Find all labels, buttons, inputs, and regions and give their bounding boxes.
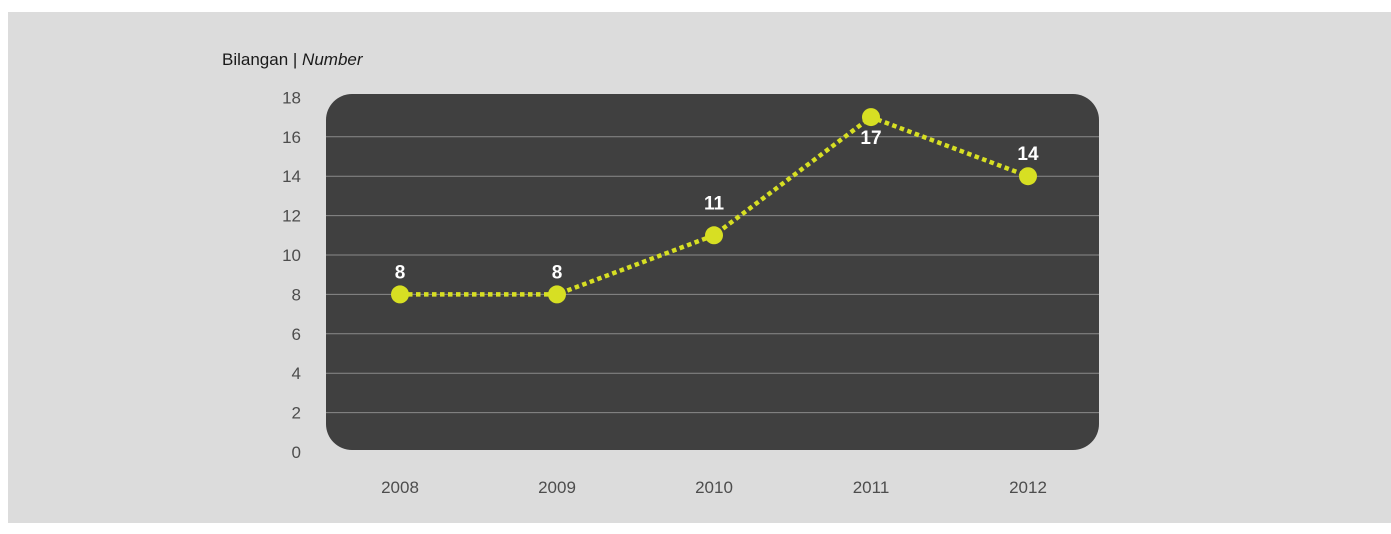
y-axis-ticks: 0 2 4 6 8 10 12 14 16 18 bbox=[282, 88, 301, 462]
data-point bbox=[705, 226, 723, 245]
y-tick-label: 4 bbox=[292, 364, 301, 383]
data-point bbox=[1019, 167, 1037, 186]
data-point bbox=[862, 108, 880, 127]
y-tick-label: 12 bbox=[282, 207, 301, 226]
y-tick-label: 6 bbox=[292, 325, 301, 344]
x-tick-label: 2011 bbox=[853, 478, 890, 497]
y-axis-label: Bilangan | Number bbox=[222, 50, 364, 69]
plot-area bbox=[326, 94, 1099, 450]
data-label: 11 bbox=[704, 193, 725, 214]
data-label: 8 bbox=[395, 262, 406, 283]
x-tick-label: 2010 bbox=[695, 478, 733, 497]
data-label: 17 bbox=[860, 128, 881, 149]
y-tick-label: 0 bbox=[292, 443, 301, 462]
data-label: 8 bbox=[552, 262, 563, 283]
x-tick-label: 2012 bbox=[1009, 478, 1047, 497]
y-tick-label: 2 bbox=[292, 404, 301, 423]
x-tick-label: 2009 bbox=[538, 478, 576, 497]
data-label: 14 bbox=[1017, 144, 1039, 165]
y-tick-label: 14 bbox=[282, 167, 301, 186]
data-point bbox=[548, 285, 566, 304]
data-labels: 8 8 11 17 14 bbox=[395, 128, 1039, 283]
y-tick-label: 18 bbox=[282, 88, 301, 107]
x-tick-label: 2008 bbox=[381, 478, 419, 497]
y-tick-label: 10 bbox=[282, 246, 301, 265]
series-line bbox=[400, 114, 1029, 297]
y-tick-label: 16 bbox=[282, 128, 301, 147]
series-group bbox=[391, 108, 1037, 304]
data-point bbox=[391, 285, 409, 304]
chart-panel: Bilangan | Number 0 2 4 6 8 10 12 14 16 18 2008 20… bbox=[8, 12, 1391, 523]
y-tick-label: 8 bbox=[292, 285, 301, 304]
gridlines bbox=[326, 136, 1099, 414]
x-axis-ticks: 2008 2009 2010 2011 2012 bbox=[381, 478, 1047, 497]
